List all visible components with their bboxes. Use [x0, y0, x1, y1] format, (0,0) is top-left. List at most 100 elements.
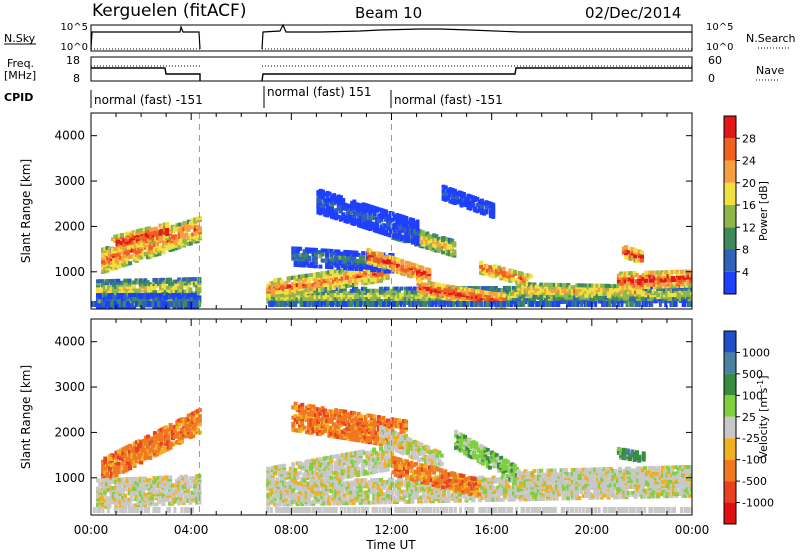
power-cell	[666, 284, 671, 289]
power-cell	[648, 282, 653, 287]
power-cell	[466, 301, 470, 307]
power-cell	[323, 202, 328, 207]
power-cell	[591, 293, 596, 298]
power-cell	[676, 297, 681, 302]
velocity-cell	[186, 434, 191, 439]
power-cell	[577, 285, 582, 290]
power-cell	[501, 266, 506, 271]
power-cell	[659, 284, 664, 289]
power-cell	[160, 225, 165, 230]
velocity-cell	[186, 492, 191, 497]
power-cell	[382, 301, 385, 307]
velocity-cell	[195, 421, 200, 426]
velocity-cell	[179, 427, 184, 432]
power-cell	[322, 248, 327, 253]
power-cell	[375, 216, 379, 221]
power-cell	[450, 297, 455, 302]
power-cell	[397, 292, 401, 297]
power-cell	[429, 243, 434, 247]
power-cell	[624, 245, 629, 250]
power-cell	[668, 278, 673, 283]
power-cell	[300, 259, 305, 264]
power-cell	[604, 285, 609, 290]
power-cell	[130, 248, 135, 253]
power-cell	[347, 216, 352, 221]
power-cell	[114, 289, 118, 294]
power-cell	[629, 301, 633, 307]
power-cell	[477, 199, 482, 204]
power-cell	[177, 222, 182, 227]
power-cell	[640, 290, 645, 295]
power-cell	[659, 280, 664, 285]
velocity-cell	[152, 490, 157, 495]
power-cell	[157, 251, 162, 256]
power-cell	[624, 294, 629, 299]
velocity-cell	[164, 431, 169, 436]
power-cell	[320, 191, 325, 196]
power-cell	[160, 237, 165, 242]
velocity-cell	[116, 470, 121, 474]
power-cell	[134, 280, 139, 285]
power-cell	[112, 258, 117, 263]
power-cell	[368, 248, 373, 253]
power-cell	[147, 301, 151, 307]
velocity-cell	[181, 478, 186, 483]
power-cell	[450, 200, 455, 205]
power-cell	[91, 301, 94, 307]
power-cell	[462, 301, 466, 307]
power-cell	[408, 286, 413, 291]
power-cell	[107, 251, 112, 256]
power-cell	[671, 276, 675, 281]
power-cell	[311, 287, 316, 291]
power-cell	[448, 187, 453, 192]
power-cell	[586, 287, 591, 292]
power-cell	[158, 233, 163, 238]
power-cell	[388, 227, 393, 232]
power-cell	[293, 248, 298, 253]
power-cell	[318, 201, 323, 206]
velocity-cell	[134, 487, 139, 491]
velocity-cell	[175, 425, 180, 430]
power-cell	[98, 295, 103, 300]
power-cell	[566, 297, 570, 302]
power-cell	[649, 289, 654, 294]
velocity-cell	[127, 501, 132, 506]
power-cell	[501, 301, 505, 307]
power-cell	[192, 301, 196, 307]
velocity-cell	[134, 456, 139, 461]
velocity-cell	[174, 479, 179, 484]
velocity-cell	[148, 437, 153, 442]
power-cell	[386, 265, 391, 269]
power-cell	[377, 207, 382, 212]
velocity-cell	[177, 481, 182, 485]
power-cell	[408, 290, 413, 295]
power-cell	[343, 252, 348, 256]
power-cell	[146, 247, 151, 252]
power-cell	[683, 290, 688, 295]
power-cell	[159, 277, 164, 282]
nsky-tick-top: 10^5	[61, 22, 88, 33]
power-cell	[690, 297, 692, 301]
power-cell	[671, 269, 675, 274]
velocity-cell	[100, 478, 105, 483]
power-cell	[291, 291, 296, 296]
power-cell	[513, 269, 517, 274]
power-cell	[386, 222, 391, 227]
power-cell	[431, 301, 435, 307]
power-cell	[350, 202, 355, 207]
power-cell	[133, 231, 138, 236]
power-cell	[311, 247, 316, 252]
velocity-cell	[129, 497, 134, 502]
power-cell	[689, 273, 692, 278]
power-cell	[441, 283, 446, 288]
power-cell	[388, 221, 393, 226]
power-cell	[139, 245, 144, 250]
velocity-cell	[154, 490, 159, 495]
power-cell	[470, 199, 475, 204]
nave-label: Nave	[756, 64, 784, 77]
power-cell	[415, 290, 419, 295]
power-cell	[349, 264, 354, 269]
power-cell	[680, 269, 684, 274]
power-cell	[318, 188, 323, 193]
power-cell	[332, 201, 337, 206]
